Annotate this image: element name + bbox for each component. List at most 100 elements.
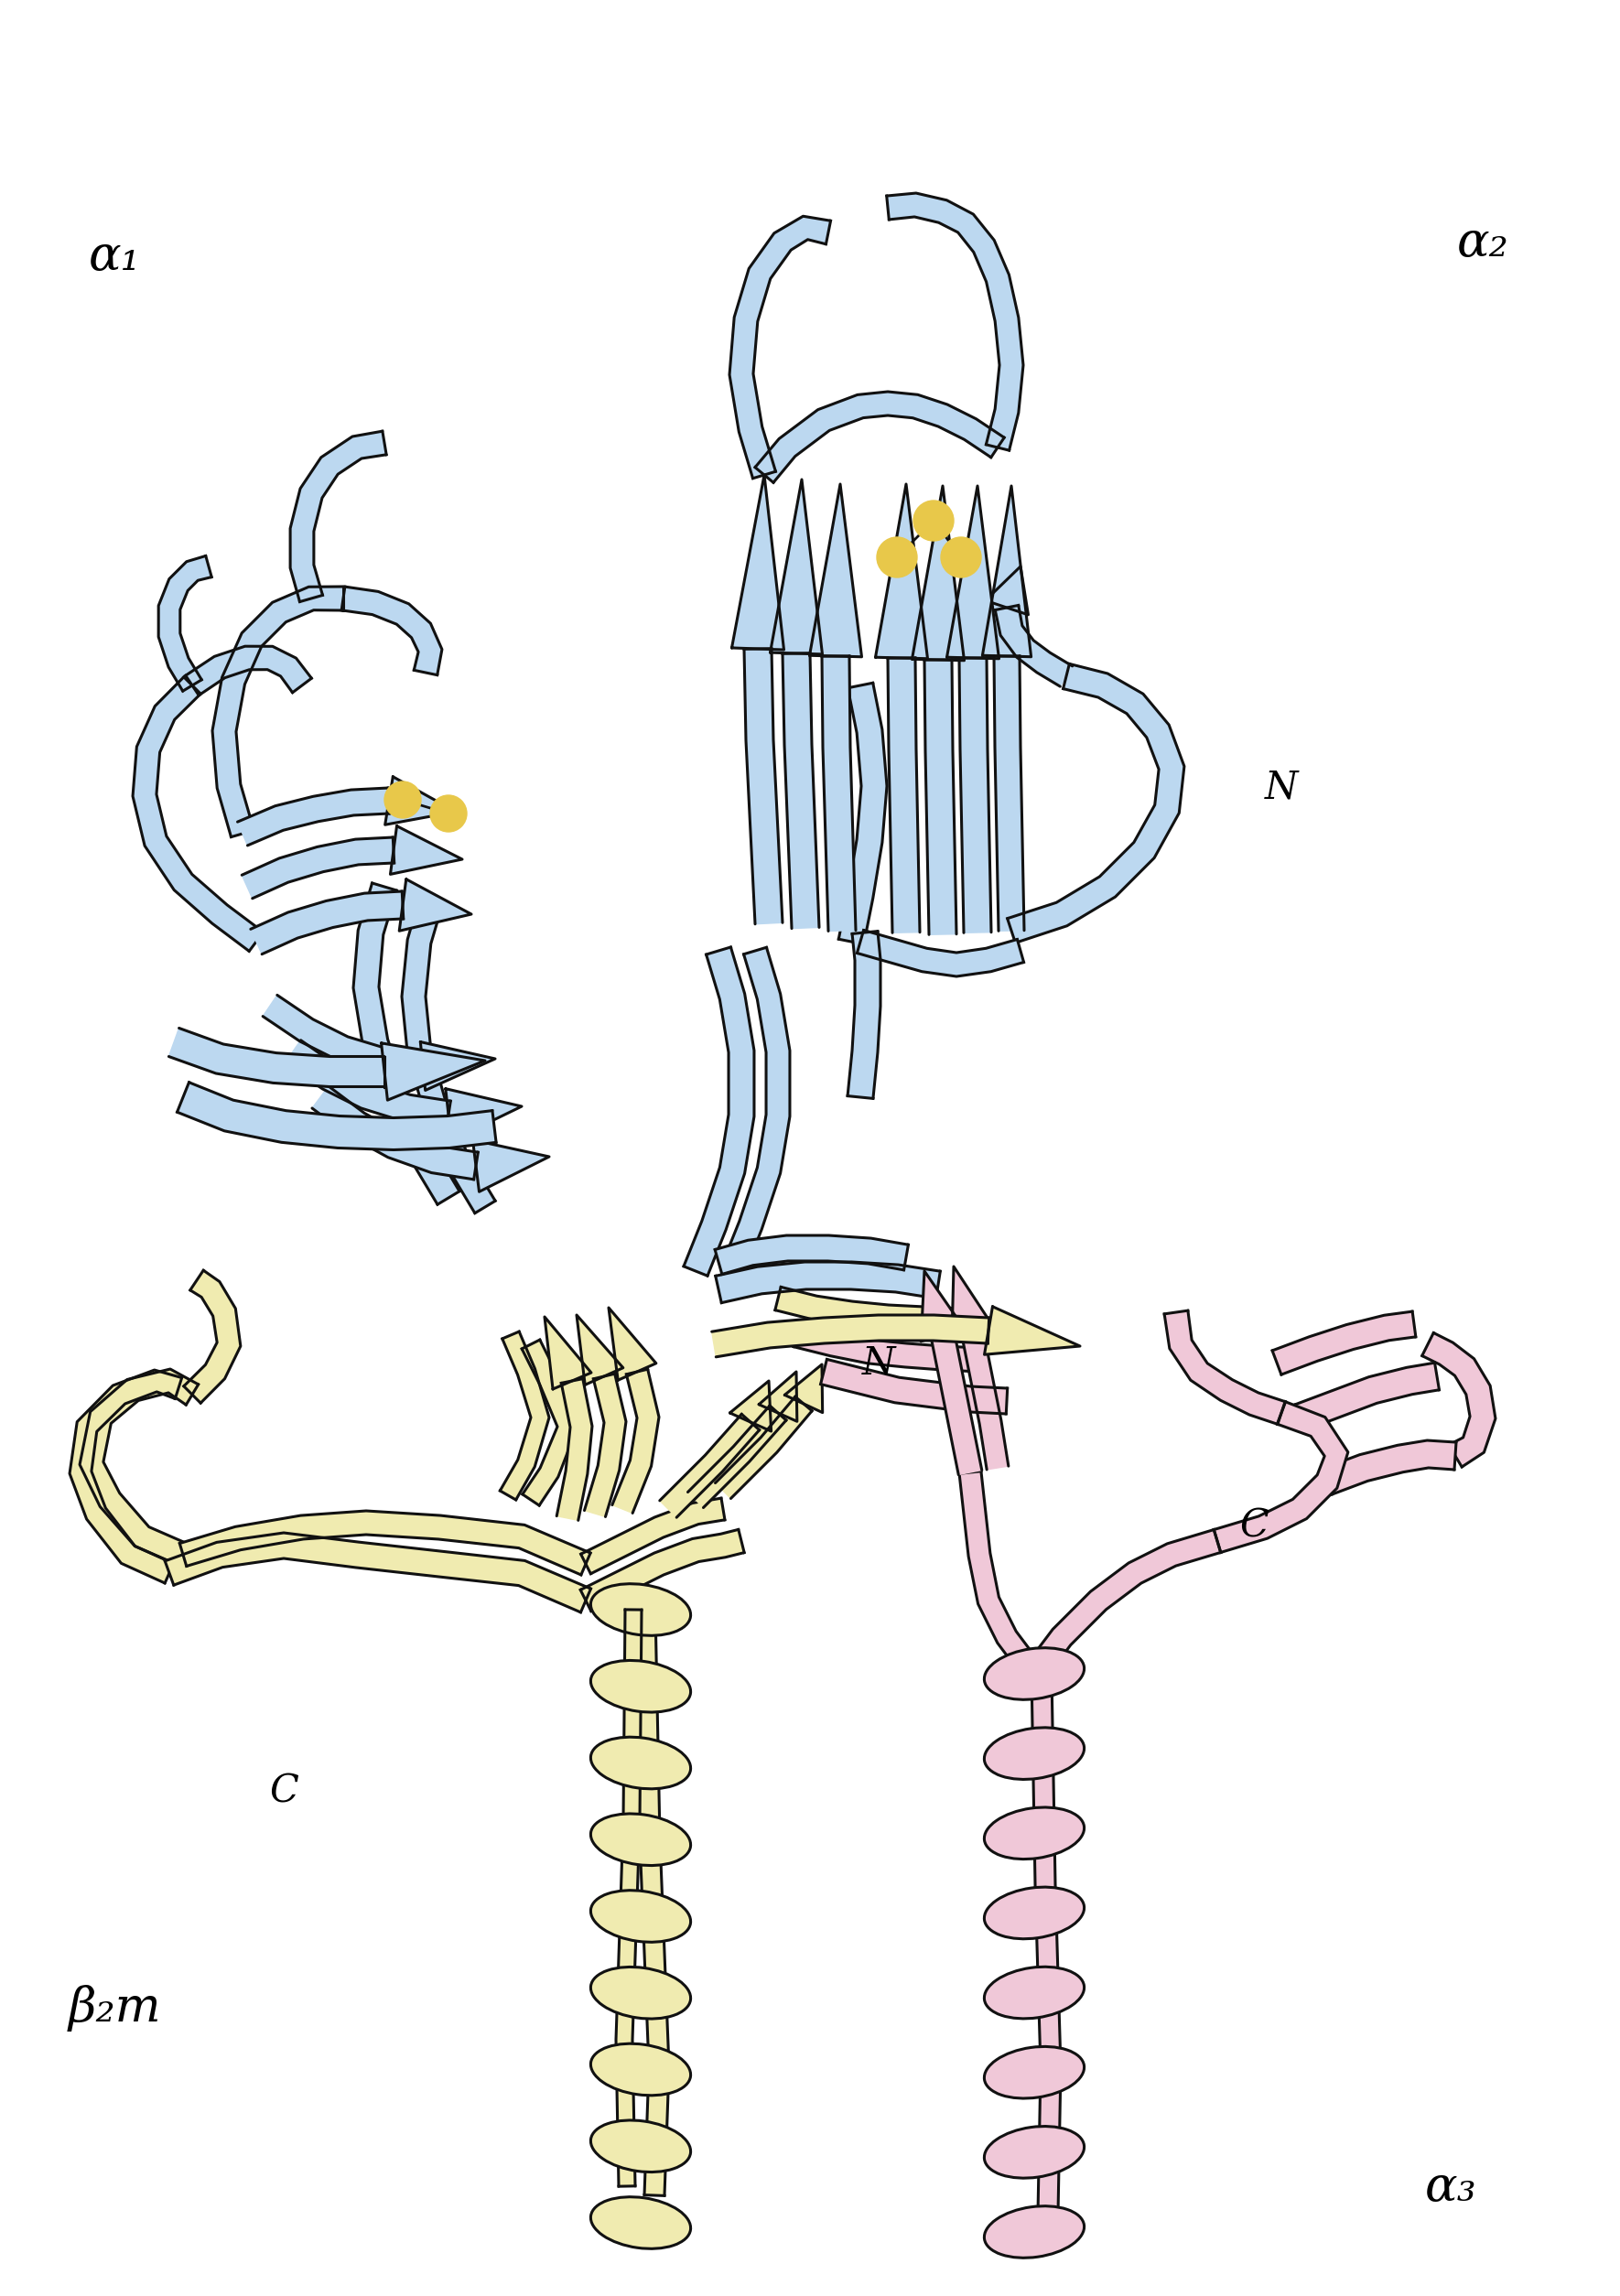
Polygon shape — [1272, 1311, 1416, 1375]
Ellipse shape — [985, 1968, 1084, 2018]
Polygon shape — [70, 1371, 181, 1584]
Polygon shape — [183, 1270, 241, 1403]
Text: C: C — [1239, 1506, 1268, 1545]
Polygon shape — [821, 1359, 1008, 1414]
Polygon shape — [714, 1235, 909, 1274]
Polygon shape — [961, 1329, 1009, 1469]
Polygon shape — [238, 788, 390, 845]
Ellipse shape — [591, 1814, 690, 1864]
Polygon shape — [953, 1267, 991, 1336]
Polygon shape — [995, 606, 1072, 687]
Polygon shape — [1008, 664, 1184, 944]
Circle shape — [384, 781, 421, 817]
Polygon shape — [582, 1499, 724, 1573]
Polygon shape — [609, 1309, 656, 1380]
Ellipse shape — [591, 2197, 690, 2248]
Polygon shape — [133, 677, 264, 951]
Circle shape — [941, 537, 982, 576]
Polygon shape — [501, 1332, 549, 1499]
Polygon shape — [446, 1088, 522, 1141]
Ellipse shape — [985, 2126, 1084, 2179]
Polygon shape — [732, 475, 784, 650]
Polygon shape — [946, 487, 1000, 659]
Polygon shape — [839, 682, 886, 944]
Polygon shape — [612, 1368, 659, 1513]
Polygon shape — [79, 1368, 198, 1566]
Ellipse shape — [591, 1660, 690, 1713]
Polygon shape — [1322, 1440, 1456, 1495]
Polygon shape — [774, 1288, 962, 1332]
Text: N: N — [862, 1343, 896, 1382]
Text: N: N — [1265, 767, 1298, 806]
Ellipse shape — [985, 1727, 1084, 1779]
Polygon shape — [1032, 1674, 1061, 2213]
Polygon shape — [784, 1364, 823, 1412]
Polygon shape — [770, 480, 823, 654]
Ellipse shape — [985, 1807, 1084, 1860]
Polygon shape — [473, 1141, 549, 1192]
Polygon shape — [285, 1040, 450, 1127]
Polygon shape — [716, 1396, 812, 1499]
Polygon shape — [402, 895, 496, 1212]
Polygon shape — [1165, 1311, 1285, 1424]
Polygon shape — [522, 1341, 577, 1506]
Polygon shape — [241, 838, 394, 898]
Polygon shape — [1213, 1403, 1348, 1552]
Text: C: C — [269, 1773, 298, 1812]
Polygon shape — [982, 487, 1030, 657]
Polygon shape — [544, 1318, 591, 1389]
Polygon shape — [857, 930, 1024, 976]
Polygon shape — [290, 432, 386, 602]
Polygon shape — [1294, 1364, 1439, 1430]
Polygon shape — [744, 647, 782, 923]
Text: α₃: α₃ — [1424, 2163, 1477, 2211]
Polygon shape — [847, 932, 880, 1097]
Text: β₂m: β₂m — [68, 1986, 160, 2032]
Polygon shape — [794, 1322, 980, 1371]
Polygon shape — [313, 1086, 478, 1180]
Polygon shape — [731, 1380, 771, 1430]
Polygon shape — [585, 1373, 625, 1518]
Polygon shape — [165, 1534, 591, 1612]
Text: α₁: α₁ — [89, 232, 141, 280]
Polygon shape — [925, 659, 956, 934]
Polygon shape — [421, 1042, 496, 1091]
Polygon shape — [386, 776, 455, 824]
Polygon shape — [810, 484, 862, 657]
Ellipse shape — [591, 1738, 690, 1789]
Polygon shape — [716, 1263, 940, 1302]
Polygon shape — [659, 1414, 760, 1518]
Polygon shape — [180, 1511, 590, 1575]
Polygon shape — [758, 1371, 797, 1421]
Polygon shape — [711, 1316, 990, 1357]
Polygon shape — [888, 659, 920, 932]
Polygon shape — [985, 1306, 1081, 1355]
Polygon shape — [1422, 1334, 1495, 1467]
Polygon shape — [399, 879, 471, 930]
Polygon shape — [212, 585, 343, 838]
Ellipse shape — [985, 1649, 1084, 1699]
Circle shape — [914, 501, 954, 542]
Polygon shape — [635, 1609, 669, 2195]
Polygon shape — [580, 1529, 744, 1612]
Polygon shape — [557, 1378, 593, 1520]
Text: α₂: α₂ — [1456, 218, 1508, 266]
Polygon shape — [886, 193, 1024, 450]
Polygon shape — [353, 884, 460, 1205]
Polygon shape — [688, 1405, 786, 1508]
Polygon shape — [875, 484, 928, 659]
Polygon shape — [782, 652, 820, 928]
Ellipse shape — [985, 2046, 1084, 2099]
Ellipse shape — [591, 1584, 690, 1635]
Polygon shape — [616, 1609, 642, 2186]
Ellipse shape — [985, 1887, 1084, 1938]
Polygon shape — [922, 1272, 964, 1341]
Ellipse shape — [591, 2119, 690, 2172]
Polygon shape — [177, 1081, 496, 1150]
Polygon shape — [985, 567, 1029, 615]
Circle shape — [876, 537, 917, 576]
Polygon shape — [1025, 1529, 1221, 1681]
Polygon shape — [186, 645, 311, 696]
Polygon shape — [755, 393, 1004, 482]
Polygon shape — [684, 948, 755, 1277]
